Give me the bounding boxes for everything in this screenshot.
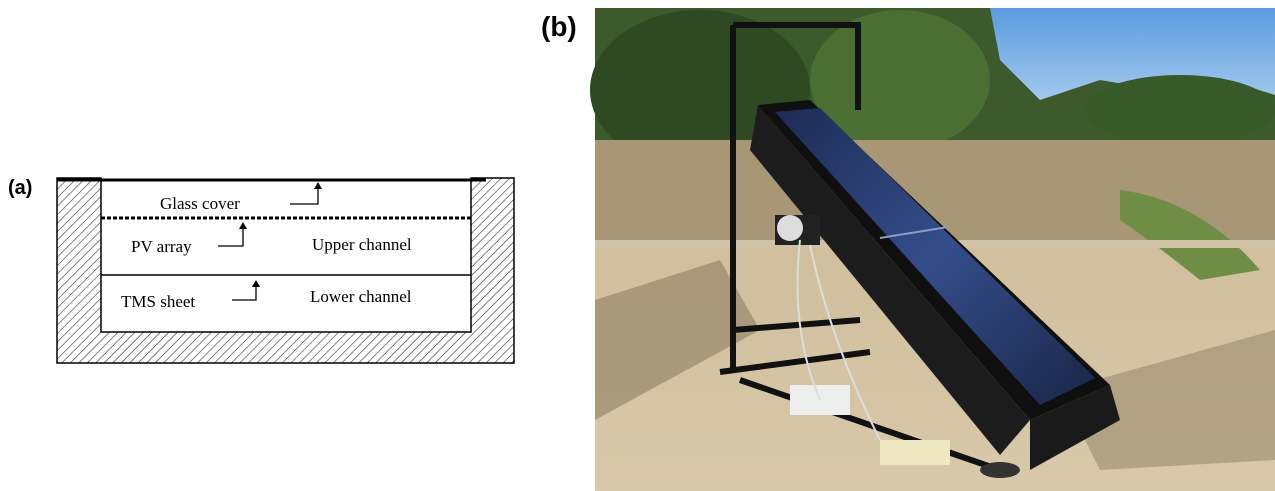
panel-label: (b) (541, 11, 577, 42)
panel-a: (a) Glass cover PV array Upper channel T… (8, 177, 514, 363)
panel-b: (b) (541, 8, 1275, 491)
arrowhead (314, 182, 322, 189)
arrow (218, 225, 243, 246)
upper-channel-label: Upper channel (312, 235, 412, 254)
arrowhead (239, 222, 247, 229)
photo (590, 8, 1275, 491)
figure: (a) Glass cover PV array Upper channel T… (0, 0, 1275, 491)
lower-channel-label: Lower channel (310, 287, 412, 306)
pv-array-label: PV array (131, 237, 192, 256)
tms-sheet-label: TMS sheet (121, 292, 195, 311)
glass-cover-label: Glass cover (160, 194, 240, 213)
insulation-wall (57, 178, 514, 363)
panel-label: (a) (8, 177, 32, 199)
arrow (290, 185, 318, 204)
arrowhead (252, 280, 260, 287)
